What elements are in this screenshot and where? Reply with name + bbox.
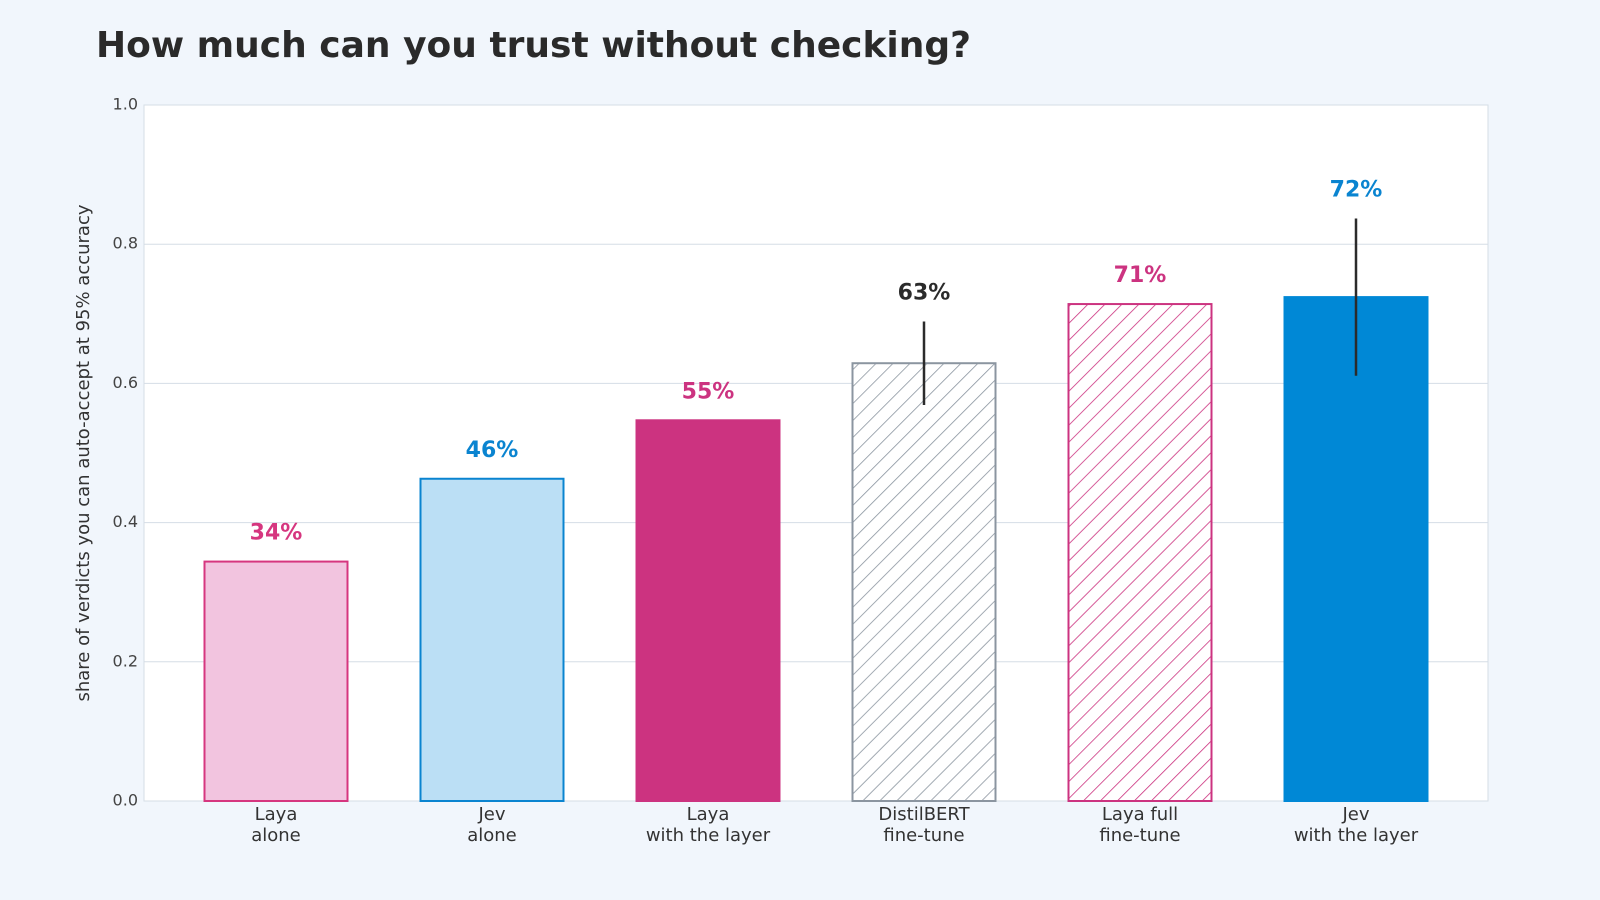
plot-area: [143, 104, 1489, 802]
value-label: 71%: [1114, 263, 1167, 288]
value-label: 55%: [682, 379, 735, 404]
y-tick-label: 0.6: [113, 373, 138, 392]
x-tick-label: Jev: [477, 804, 505, 825]
x-tick-label: Laya: [255, 804, 298, 825]
bar: [419, 477, 565, 802]
bar: [203, 560, 349, 802]
value-label: 63%: [898, 280, 951, 305]
x-tick-label: alone: [251, 825, 301, 846]
bar: [635, 419, 781, 802]
x-tick-label: fine-tune: [1099, 825, 1180, 846]
x-tick-label: alone: [467, 825, 517, 846]
y-tick-label: 0.0: [113, 791, 138, 810]
y-tick-label: 1.0: [113, 95, 138, 114]
y-tick-label: 0.2: [113, 651, 138, 670]
x-tick-label: Laya full: [1102, 804, 1178, 825]
bar: [851, 362, 997, 802]
x-tick-label: Laya: [687, 804, 730, 825]
y-tick-label: 0.4: [113, 512, 138, 531]
y-tick-label: 0.8: [113, 234, 138, 253]
bar: [1067, 303, 1213, 802]
y-axis-label: share of verdicts you can auto-accept at…: [73, 204, 94, 701]
value-label: 34%: [250, 521, 303, 546]
x-tick-label: DistilBERT: [878, 804, 970, 825]
bar: [1283, 296, 1429, 802]
x-tick-label: with the layer: [646, 825, 771, 846]
x-tick-label: with the layer: [1294, 825, 1419, 846]
x-tick-label: fine-tune: [883, 825, 964, 846]
chart-title: How much can you trust without checking?: [96, 25, 971, 66]
value-label: 46%: [466, 438, 519, 463]
x-tick-label: Jev: [1341, 804, 1369, 825]
value-label: 72%: [1330, 177, 1383, 202]
